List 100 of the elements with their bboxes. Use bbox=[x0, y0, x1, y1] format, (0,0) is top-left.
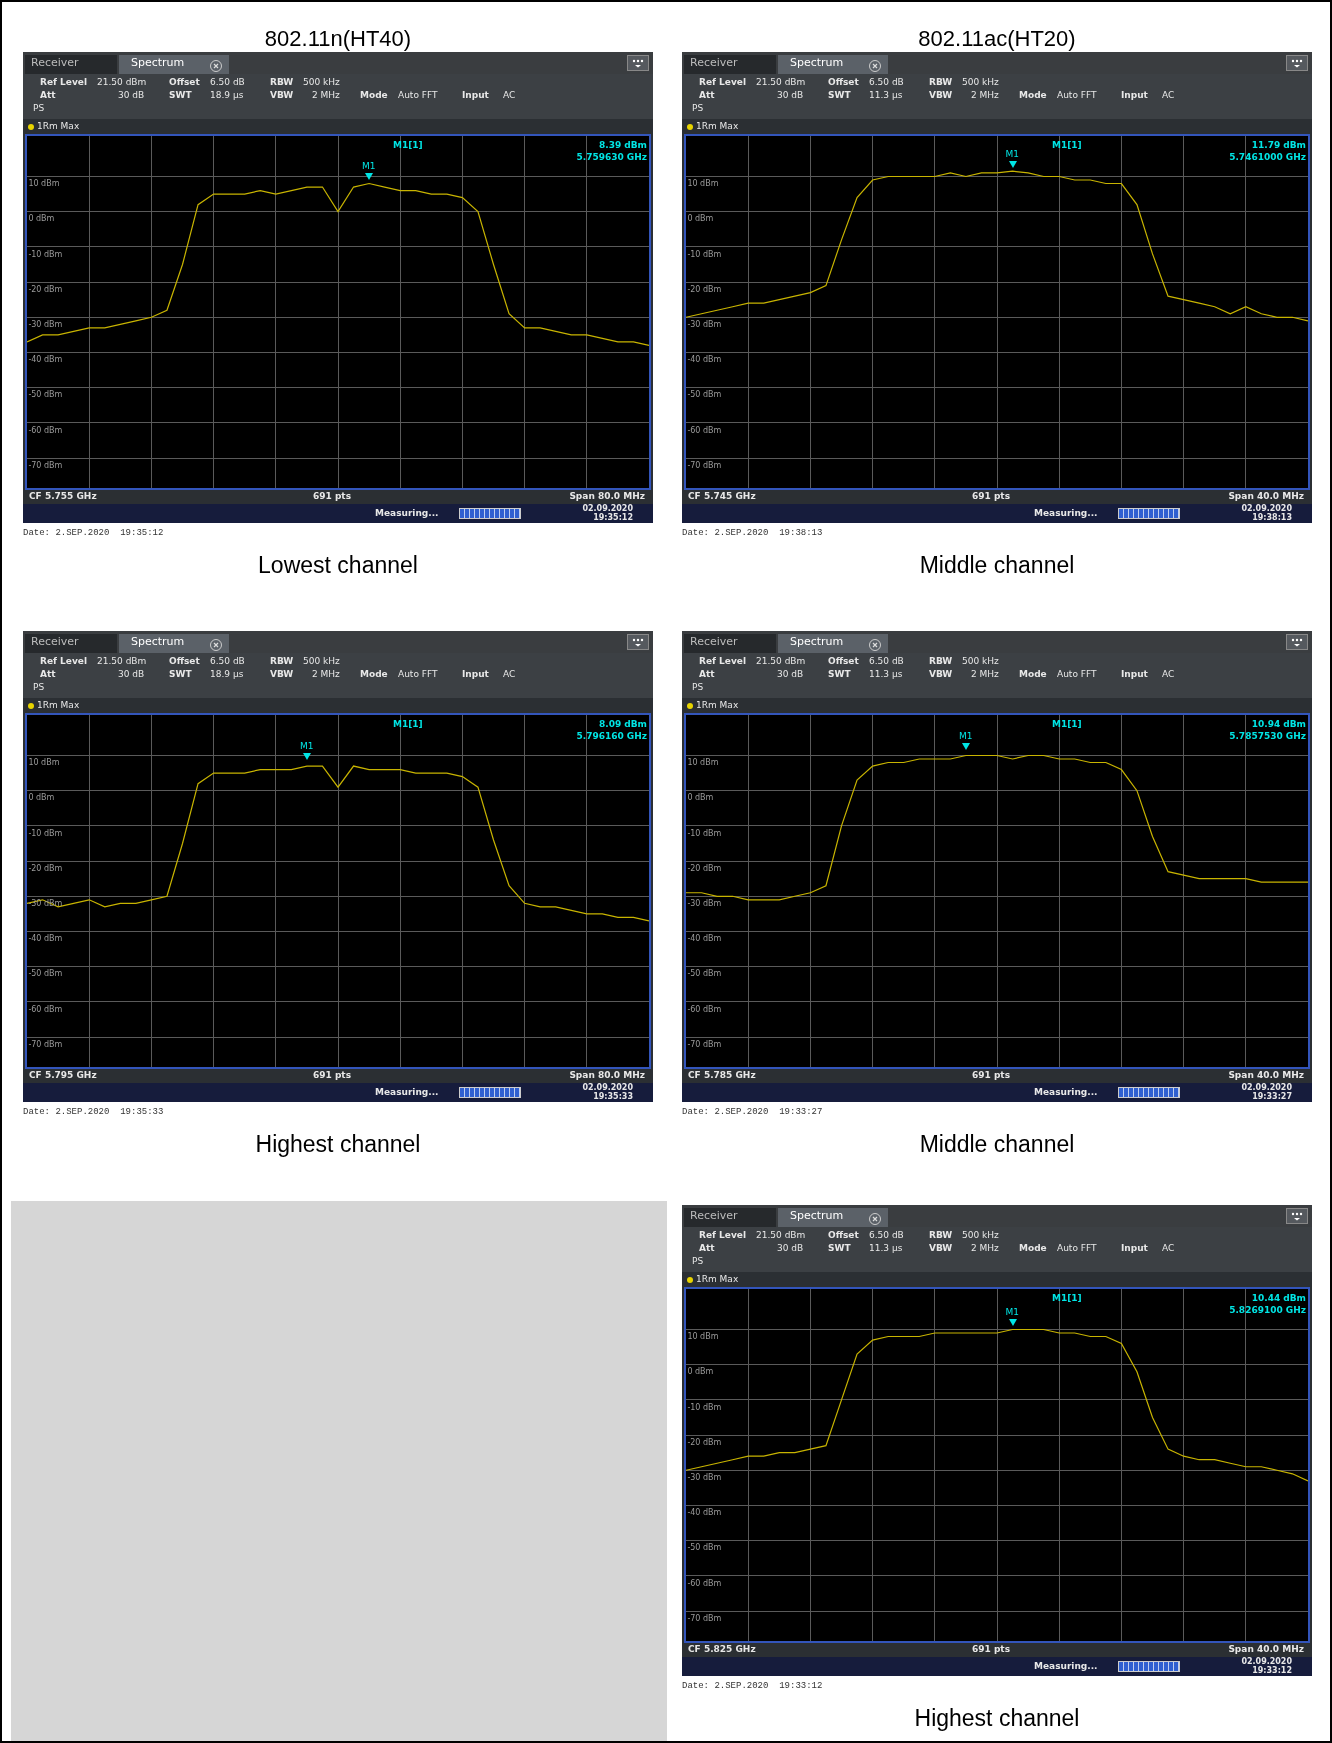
text: 500 kHz bbox=[303, 656, 340, 667]
text: Offset bbox=[828, 656, 859, 667]
text: Input bbox=[1121, 90, 1148, 101]
text: 21.50 dBm bbox=[97, 656, 147, 667]
text: 02.09.2020 bbox=[582, 504, 633, 513]
text: 1Rm Max bbox=[696, 700, 739, 711]
annotation: 8.09 dBm bbox=[598, 719, 647, 730]
text: 11.3 µs bbox=[869, 1243, 903, 1254]
text: Span 40.0 MHz bbox=[1228, 1070, 1304, 1081]
annotation: 8.39 dBm bbox=[598, 140, 647, 151]
y-tick-label: -10 dBm bbox=[687, 249, 722, 259]
text: 500 kHz bbox=[303, 77, 340, 88]
annotation: 10.94 dBm bbox=[1251, 719, 1306, 730]
text: Mode bbox=[1019, 669, 1047, 680]
y-tick-label: -30 dBm bbox=[28, 320, 63, 330]
text: Input bbox=[1121, 669, 1148, 680]
text: 21.50 dBm bbox=[97, 77, 147, 88]
text: RBW bbox=[270, 656, 294, 667]
y-tick-label: -30 dBm bbox=[687, 320, 722, 330]
text: 6.50 dB bbox=[869, 77, 904, 88]
text: Highest channel bbox=[254, 1131, 422, 1158]
text: Receiver bbox=[690, 1209, 738, 1222]
text: PS bbox=[33, 103, 45, 114]
text: Span 40.0 MHz bbox=[1228, 491, 1304, 502]
text: CF 5.825 GHz bbox=[688, 1644, 756, 1655]
text: 19:35:12 bbox=[593, 513, 633, 522]
text: 11.3 µs bbox=[869, 90, 903, 101]
text: Att bbox=[40, 90, 56, 101]
text: 2 MHz bbox=[312, 90, 340, 101]
text: Mode bbox=[360, 90, 388, 101]
y-tick-label: -40 dBm bbox=[28, 934, 63, 944]
text: Measuring... bbox=[375, 1087, 439, 1098]
y-tick-label: -60 dBm bbox=[28, 1004, 63, 1014]
text: Date: 2.SEP.2020 19:33:12 bbox=[682, 1681, 823, 1691]
text: Span 80.0 MHz bbox=[569, 491, 645, 502]
text: Ref Level bbox=[40, 77, 87, 88]
y-tick-label: 0 dBm bbox=[687, 793, 714, 803]
text: Spectrum bbox=[131, 635, 185, 648]
text: 02.09.2020 bbox=[1241, 504, 1292, 513]
text: 691 pts bbox=[972, 1070, 1011, 1081]
text: VBW bbox=[270, 90, 294, 101]
text: PS bbox=[692, 1256, 704, 1267]
text: Auto FFT bbox=[1057, 1243, 1097, 1254]
text: Att bbox=[699, 1243, 715, 1254]
text: Measuring... bbox=[375, 508, 439, 519]
text: 500 kHz bbox=[962, 656, 999, 667]
text: RBW bbox=[929, 1230, 953, 1241]
text: Att bbox=[699, 90, 715, 101]
y-tick-label: 10 dBm bbox=[28, 179, 60, 189]
annotation: 11.79 dBm bbox=[1251, 140, 1306, 151]
y-tick-label: -20 dBm bbox=[687, 863, 722, 873]
y-tick-label: 10 dBm bbox=[687, 758, 719, 768]
text: Offset bbox=[169, 77, 200, 88]
y-tick-label: -60 dBm bbox=[687, 425, 722, 435]
y-tick-label: -70 dBm bbox=[687, 1039, 722, 1049]
text: 6.50 dB bbox=[210, 77, 245, 88]
y-tick-label: -20 dBm bbox=[687, 284, 722, 294]
y-tick-label: -20 dBm bbox=[28, 863, 63, 873]
text: Att bbox=[40, 669, 56, 680]
text: Highest channel bbox=[913, 1705, 1081, 1732]
text: Date: 2.SEP.2020 19:35:33 bbox=[23, 1107, 164, 1117]
y-tick-label: -50 dBm bbox=[687, 1543, 722, 1553]
text: Spectrum bbox=[790, 1209, 844, 1222]
annotation: 5.7857530 GHz bbox=[1229, 731, 1306, 742]
text: 6.50 dB bbox=[869, 1230, 904, 1241]
y-tick-label: 0 dBm bbox=[28, 793, 55, 803]
chart-title: 802.11n(HT40) bbox=[263, 26, 413, 52]
y-tick-label: 10 dBm bbox=[687, 179, 719, 189]
text: 500 kHz bbox=[962, 77, 999, 88]
text: Auto FFT bbox=[398, 669, 438, 680]
text: Middle channel bbox=[918, 552, 1076, 579]
y-tick-label: -10 dBm bbox=[687, 1402, 722, 1412]
text: Input bbox=[1121, 1243, 1148, 1254]
y-tick-label: -50 dBm bbox=[687, 969, 722, 979]
text: 11.3 µs bbox=[869, 669, 903, 680]
text: CF 5.745 GHz bbox=[688, 491, 756, 502]
text: 1Rm Max bbox=[37, 700, 80, 711]
text: 19:33:27 bbox=[1252, 1092, 1292, 1101]
annotation: M1[1] bbox=[1052, 719, 1082, 730]
text: 2 MHz bbox=[971, 1243, 999, 1254]
y-tick-label: -60 dBm bbox=[687, 1578, 722, 1588]
text: Date: 2.SEP.2020 19:35:12 bbox=[23, 528, 164, 538]
y-tick-label: -30 dBm bbox=[687, 899, 722, 909]
text: 02.09.2020 bbox=[582, 1083, 633, 1092]
text: 691 pts bbox=[313, 1070, 352, 1081]
text: AC bbox=[1162, 669, 1175, 680]
text: RBW bbox=[929, 77, 953, 88]
text: Mode bbox=[1019, 1243, 1047, 1254]
text: 19:33:12 bbox=[1252, 1666, 1292, 1675]
text: PS bbox=[692, 682, 704, 693]
y-tick-label: -50 dBm bbox=[687, 390, 722, 400]
y-tick-label: -30 dBm bbox=[687, 1473, 722, 1483]
text: Spectrum bbox=[790, 635, 844, 648]
annotation: 5.8269100 GHz bbox=[1229, 1305, 1306, 1316]
text: Input bbox=[462, 90, 489, 101]
y-tick-label: -70 dBm bbox=[687, 460, 722, 470]
text: PS bbox=[692, 103, 704, 114]
text: Offset bbox=[169, 656, 200, 667]
text: AC bbox=[1162, 1243, 1175, 1254]
text: Ref Level bbox=[699, 77, 746, 88]
